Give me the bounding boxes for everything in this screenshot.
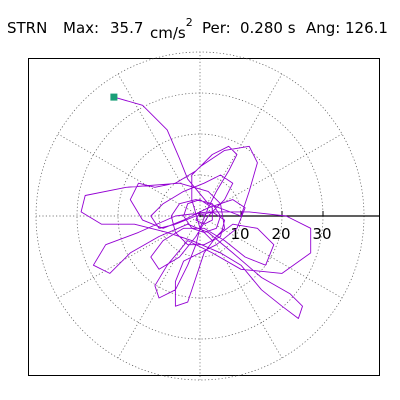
x-axis-tick-label: 20	[271, 225, 290, 243]
max-marker-layer	[110, 93, 118, 101]
plot-frame	[28, 58, 380, 376]
grid-spoke-60	[199, 73, 283, 217]
motion-trace-path	[80, 96, 312, 319]
max-label: Max:	[63, 19, 100, 37]
motion-trace-layer	[80, 96, 312, 319]
station-code: STRN	[7, 19, 48, 37]
grid-spoke-150	[57, 133, 201, 217]
title-bar: STRN Max: 35.7 cm/s2 Per: 0.280 s Ang: 1…	[0, 0, 400, 56]
max-unit-text: cm/s	[150, 24, 186, 42]
angle-label: Ang:	[306, 19, 341, 37]
period-label: Per:	[202, 19, 231, 37]
x-axis-tick-label: 10	[230, 225, 249, 243]
max-unit-exponent: 2	[185, 16, 193, 29]
grid-spoke-240	[117, 215, 201, 359]
grid-spoke-210	[57, 215, 201, 299]
positive-x-axis: 10 20 30	[199, 211, 379, 243]
grid-spoke-120	[117, 73, 201, 217]
max-unit: cm/s2	[150, 16, 193, 42]
max-amplitude-marker	[110, 93, 118, 101]
x-axis-tick-label: 30	[312, 225, 331, 243]
angle-value: 126.1	[345, 19, 388, 37]
max-value: 35.7	[110, 19, 144, 37]
period-value: 0.280 s	[240, 19, 296, 37]
